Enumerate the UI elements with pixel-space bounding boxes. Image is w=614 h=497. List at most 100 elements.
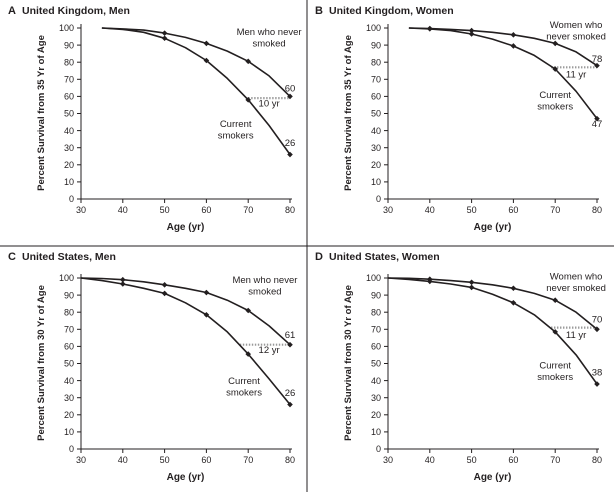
y-tick-label: 80 [371, 57, 381, 67]
y-tick-label: 50 [64, 109, 74, 119]
data-point-marker [594, 381, 600, 387]
data-point-marker [287, 401, 293, 408]
panel-title: United Kingdom, Men [22, 5, 130, 17]
y-tick-label: 50 [64, 359, 74, 369]
data-point-marker [594, 326, 600, 333]
y-tick-label: 20 [371, 410, 381, 420]
series-line-current-smokers [80, 277, 291, 406]
annotation-line: Current [539, 361, 571, 372]
annotation-label: Current smokers [218, 119, 254, 141]
data-point-marker [161, 290, 168, 297]
data-point-marker [287, 341, 293, 348]
y-tick-label: 80 [64, 57, 74, 67]
series-line-never-smoked [101, 27, 291, 97]
y-tick-label: 100 [366, 273, 381, 283]
panel-title: United States, Men [22, 251, 116, 263]
x-tick-label: 80 [285, 205, 295, 215]
annotation-line: 70 [592, 314, 603, 325]
annotation-label: Men who never smoked [232, 275, 297, 298]
x-tick-label: 70 [550, 455, 560, 465]
data-point-marker [161, 30, 168, 36]
annotation-line: smokers [537, 372, 573, 383]
series-line-current-smokers [101, 27, 291, 155]
data-point-marker [552, 297, 558, 304]
x-tick-label: 60 [201, 205, 211, 215]
annotation-line: Current [228, 376, 260, 387]
annotation-line: smokers [537, 102, 573, 113]
x-axis-title: Age (yr) [167, 222, 205, 233]
panel-letter: B [315, 5, 323, 17]
data-point-marker [287, 151, 293, 158]
data-point-marker [161, 35, 168, 42]
y-axis-title: Percent Survival from 35 Yr of Age [343, 35, 354, 191]
data-point-marker [510, 32, 517, 38]
data-point-marker [552, 40, 558, 47]
annotation-line: 78 [592, 54, 603, 65]
data-point-marker [594, 115, 600, 122]
y-tick-label: 20 [64, 160, 74, 170]
annotation-label: 26 [285, 138, 296, 149]
y-tick-label: 70 [64, 325, 74, 335]
annotation-label: 38 [592, 367, 603, 378]
y-tick-label: 0 [376, 444, 381, 454]
annotation-label: Current smokers [537, 361, 573, 384]
annotation-label: Men who never smoked [237, 27, 302, 50]
annotation-label: 47 [592, 119, 603, 130]
data-point-marker [287, 93, 293, 100]
panel-letter: A [8, 5, 16, 17]
data-point-marker [510, 299, 517, 306]
y-tick-label: 0 [376, 194, 381, 204]
y-tick-label: 0 [69, 444, 74, 454]
annotation-label: 11 yr [566, 330, 586, 341]
data-point-marker [427, 278, 433, 285]
data-point-marker [120, 276, 126, 283]
annotation-line: Women who [550, 272, 603, 283]
y-tick-label: 80 [64, 307, 74, 317]
data-point-marker [427, 26, 433, 32]
panel-a: A United Kingdom, Men 0 10 20 30 40 50 60 70 80 90 1… [8, 5, 302, 233]
annotation-label: 70 [592, 314, 603, 325]
x-tick-label: 40 [425, 205, 435, 215]
annotation-line: Men who never [237, 27, 302, 38]
x-tick-label: 50 [160, 205, 170, 215]
annotation-line: 26 [285, 388, 296, 399]
series-line-never-smoked [80, 277, 291, 346]
x-tick-label: 60 [201, 455, 211, 465]
y-tick-label: 10 [64, 427, 74, 437]
annotation-line: Men who never [232, 275, 297, 286]
annotation-label: Current smokers [537, 90, 573, 113]
x-tick-label: 40 [425, 455, 435, 465]
data-point-marker [552, 66, 558, 72]
y-tick-label: 60 [64, 92, 74, 102]
panel-title: United Kingdom, Women [329, 5, 454, 17]
y-tick-label: 40 [371, 376, 381, 386]
x-tick-label: 80 [592, 205, 602, 215]
x-tick-label: 60 [508, 455, 518, 465]
y-tick-label: 10 [371, 177, 381, 187]
x-tick-label: 40 [118, 205, 128, 215]
panel-title: United States, Women [329, 251, 440, 263]
y-tick-label: 90 [64, 290, 74, 300]
y-tick-label: 90 [371, 40, 381, 50]
y-tick-label: 40 [64, 376, 74, 386]
y-tick-label: 30 [371, 393, 381, 403]
y-axis-title: Percent Survival from 35 Yr of Age [36, 35, 47, 191]
panel-letter: D [315, 251, 323, 263]
annotation-label: Current smokers [226, 376, 262, 399]
annotation-label: Women who never smoked [546, 272, 606, 295]
y-axis-title: Percent Survival from 30 Yr of Age [36, 285, 47, 441]
annotation-line: never smoked [546, 32, 606, 43]
y-tick-label: 90 [371, 290, 381, 300]
y-tick-label: 0 [69, 194, 74, 204]
y-tick-label: 70 [371, 75, 381, 85]
data-point-marker [468, 279, 475, 286]
panel-d: D United States, Women 0 10 20 30 40 50 60 70 80 90… [315, 251, 606, 483]
y-tick-label: 20 [371, 160, 381, 170]
y-tick-label: 30 [64, 143, 74, 153]
y-tick-label: 10 [371, 427, 381, 437]
annotation-line: smoked [252, 38, 285, 49]
annotation-label: 61 [285, 330, 296, 341]
annotation-line: 61 [285, 330, 296, 341]
